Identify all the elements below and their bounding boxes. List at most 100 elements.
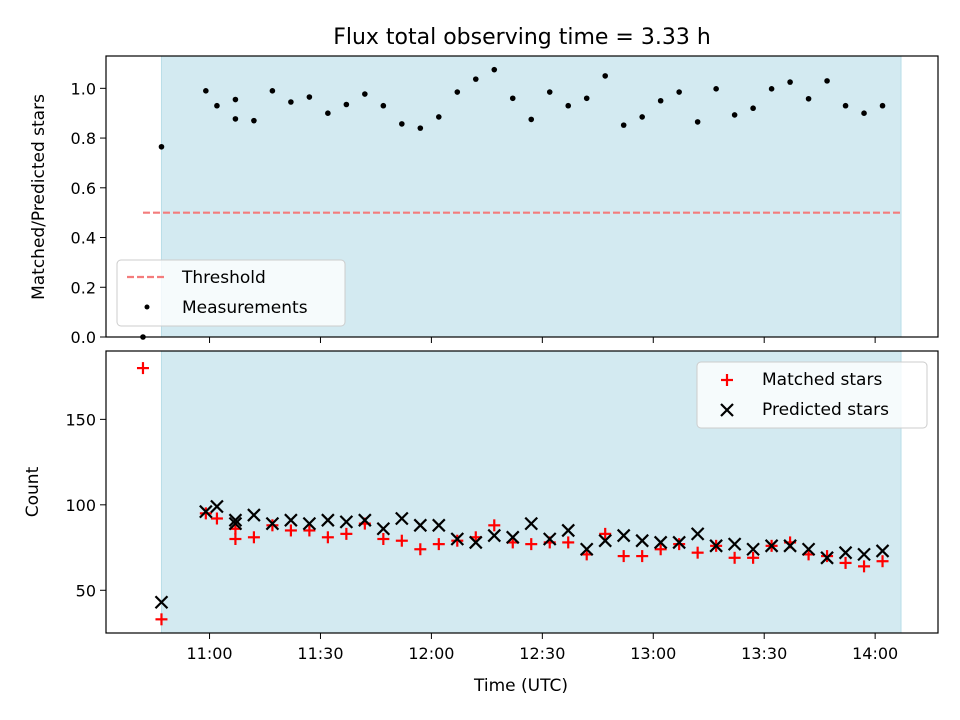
measurement-point bbox=[269, 88, 276, 94]
measurement-point bbox=[602, 73, 608, 79]
matched-stars-point bbox=[321, 531, 334, 544]
predicted-stars-point bbox=[801, 542, 816, 557]
predicted-stars-point bbox=[339, 515, 354, 529]
matched-stars-point bbox=[414, 543, 427, 556]
predicted-stars-point bbox=[561, 523, 576, 538]
predicted-stars-point bbox=[690, 527, 705, 541]
top-y-axis-label: Matched/Predicted stars bbox=[29, 94, 49, 300]
matched-stars-point bbox=[747, 551, 760, 564]
top-legend: Threshold Measurements bbox=[116, 259, 346, 327]
top-y-tick-label: 0.0 bbox=[71, 328, 96, 347]
predicted-stars-point bbox=[413, 518, 428, 533]
top-legend-frame bbox=[116, 259, 346, 327]
measurement-point bbox=[787, 79, 793, 85]
predicted-stars-point bbox=[210, 499, 224, 514]
measurement-point bbox=[288, 99, 294, 105]
x-tick-label: 14:00 bbox=[852, 644, 898, 663]
measurement-point bbox=[713, 86, 719, 92]
matched-stars-point bbox=[247, 531, 260, 544]
predicted-stars-point bbox=[284, 513, 298, 527]
measurement-point bbox=[731, 112, 738, 118]
matched-stars-point bbox=[525, 538, 538, 551]
predicted-stars-point bbox=[727, 537, 742, 551]
bottom-legend-frame bbox=[696, 361, 928, 429]
matched-stars-point bbox=[432, 538, 445, 551]
predicted-stars-point bbox=[302, 516, 317, 531]
matched-stars-point bbox=[488, 519, 501, 532]
measurement-point bbox=[639, 114, 645, 120]
predicted-stars-point bbox=[450, 532, 465, 546]
predicted-stars-point bbox=[653, 535, 668, 550]
legend-matched-swatch bbox=[721, 374, 733, 386]
x-tick-label: 13:30 bbox=[741, 644, 787, 663]
x-tick-label: 11:00 bbox=[186, 644, 232, 663]
measurement-point bbox=[399, 121, 405, 127]
legend-predicted-label: Predicted stars bbox=[762, 400, 889, 420]
measurement-point bbox=[583, 95, 590, 102]
predicted-stars-point bbox=[579, 542, 594, 557]
measurement-point bbox=[158, 143, 165, 150]
measurement-point bbox=[380, 102, 387, 109]
bottom-legend: Matched stars Predicted stars bbox=[696, 361, 928, 429]
measurement-point bbox=[491, 66, 498, 73]
predicted-stars-point bbox=[875, 544, 890, 558]
predicted-stars-point bbox=[746, 542, 760, 557]
bottom-plot-frame bbox=[105, 350, 939, 634]
predicted-stars-point bbox=[838, 545, 853, 560]
measurement-point bbox=[509, 95, 516, 102]
matched-stars-point bbox=[199, 507, 212, 520]
predicted-stars-point bbox=[154, 595, 169, 610]
predicted-stars-point bbox=[672, 535, 686, 550]
legend-predicted-swatch bbox=[720, 403, 734, 417]
top-y-tick-label: 0.4 bbox=[71, 229, 96, 248]
predicted-stars-point bbox=[376, 521, 391, 536]
measurement-point bbox=[472, 76, 479, 82]
matched-stars-point bbox=[136, 362, 149, 375]
measurement-point bbox=[842, 102, 849, 109]
predicted-stars-point bbox=[265, 516, 280, 531]
predicted-stars-point bbox=[228, 516, 243, 531]
top-plot-frame bbox=[105, 55, 939, 338]
predicted-stars-point bbox=[199, 504, 213, 519]
bottom-y-tick-label: 150 bbox=[65, 410, 96, 429]
x-axis-label: Time (UTC) bbox=[473, 676, 568, 696]
measurement-point bbox=[214, 102, 220, 109]
measurement-point bbox=[325, 110, 331, 116]
measurement-point bbox=[232, 116, 239, 122]
predicted-stars-point bbox=[635, 533, 649, 548]
matched-stars-point bbox=[673, 538, 686, 551]
measurement-point bbox=[417, 125, 424, 131]
x-tick-label: 11:30 bbox=[297, 644, 343, 663]
measurement-point bbox=[657, 97, 664, 104]
measurement-point bbox=[528, 116, 535, 123]
predicted-stars-point bbox=[820, 551, 834, 565]
measurement-point bbox=[546, 89, 553, 95]
predicted-stars-point bbox=[487, 528, 502, 543]
matched-stars-point bbox=[210, 512, 223, 525]
matched-stars-point bbox=[839, 556, 852, 569]
matched-stars-point bbox=[266, 519, 279, 532]
chart-title: Flux total observing time = 3.33 h bbox=[333, 25, 711, 50]
predicted-stars-point bbox=[358, 513, 372, 527]
matched-stars-point bbox=[451, 534, 464, 547]
measurement-point bbox=[805, 95, 812, 102]
matched-stars-point bbox=[654, 543, 667, 556]
measurement-point bbox=[565, 102, 572, 109]
matched-stars-point bbox=[155, 613, 168, 626]
predicted-stars-point bbox=[524, 516, 539, 531]
predicted-stars-point bbox=[783, 539, 797, 553]
measurement-point bbox=[343, 101, 350, 108]
legend-matched-label: Matched stars bbox=[762, 370, 882, 390]
legend-measurements-swatch bbox=[144, 304, 150, 310]
predicted-stars-point bbox=[709, 539, 723, 553]
measurement-point bbox=[768, 86, 775, 92]
measurement-point bbox=[861, 110, 867, 116]
predicted-stars-point bbox=[505, 530, 520, 545]
matched-stars-point bbox=[876, 555, 889, 568]
x-tick-label: 12:30 bbox=[519, 644, 565, 663]
matched-stars-point bbox=[728, 551, 741, 564]
measurement-point bbox=[620, 122, 627, 128]
top-y-tick-label: 0.8 bbox=[71, 129, 96, 148]
predicted-stars-point bbox=[228, 513, 243, 527]
